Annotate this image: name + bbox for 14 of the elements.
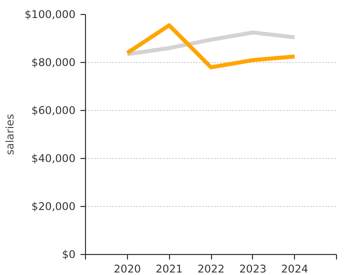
x-tick-label: 2023 — [239, 262, 266, 275]
x-tick-label: 2022 — [197, 262, 225, 275]
x-tick-label: 2021 — [156, 262, 183, 275]
x-tick-label: 2024 — [281, 262, 308, 275]
y-tick-label: $20,000 — [31, 200, 76, 213]
line-series — [125, 30, 297, 56]
y-tick-label: $60,000 — [31, 104, 76, 117]
y-tick-label: $40,000 — [31, 152, 76, 165]
y-tick-label: $100,000 — [24, 8, 76, 21]
y-tick-label: $0 — [62, 248, 76, 261]
y-tick-label: $80,000 — [31, 56, 76, 69]
x-tick-label: 2020 — [114, 262, 142, 275]
y-axis-title: salaries — [4, 114, 17, 156]
line-series — [125, 23, 297, 70]
